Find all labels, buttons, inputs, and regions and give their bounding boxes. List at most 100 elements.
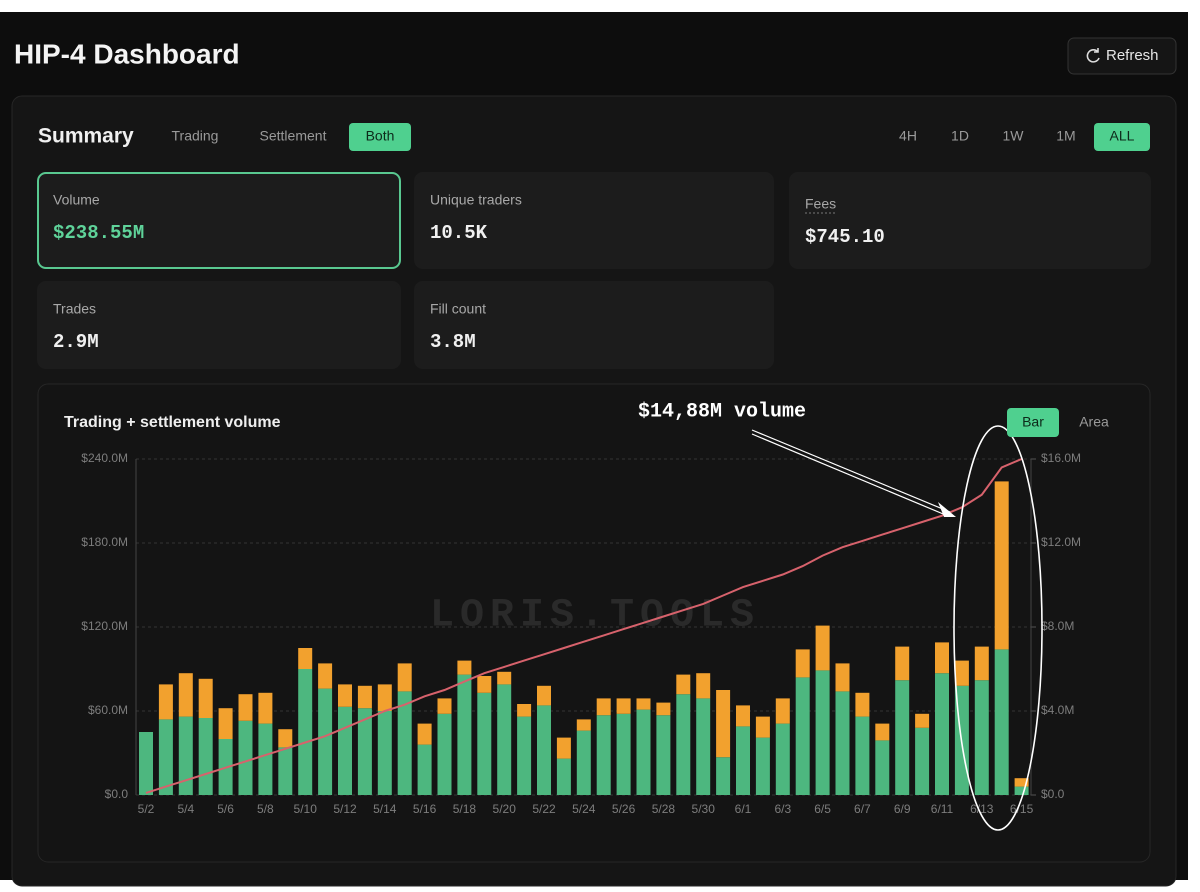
- line: [145, 458, 1022, 794]
- y2-tick-label: $16.0M: [1041, 451, 1081, 465]
- bar: [537, 685, 551, 706]
- bar: [198, 678, 213, 718]
- bar: [457, 660, 472, 675]
- bar: [616, 713, 631, 795]
- tab[interactable]: 1M: [1056, 128, 1075, 144]
- bar: [974, 680, 989, 795]
- x-tick-label: 5/2: [138, 802, 155, 816]
- refresh-label[interactable]: Refresh: [1106, 47, 1159, 64]
- bar: [895, 646, 910, 681]
- bar: [636, 709, 651, 795]
- stat-card[interactable]: [414, 281, 774, 369]
- plot: $0.0 $60.0M $120.0M $180.0M $240.0M $0.0 $4.0M…: [81, 451, 1081, 816]
- tab[interactable]: 1D: [951, 128, 969, 144]
- bar: [795, 649, 810, 678]
- tab[interactable]: Both: [366, 128, 395, 144]
- x-tick-label: 5/6: [217, 802, 234, 816]
- bar: [795, 677, 810, 795]
- bar: [477, 692, 492, 795]
- bar: [815, 670, 830, 795]
- bar: [716, 757, 731, 795]
- bar: [616, 698, 631, 714]
- tab-active-bg[interactable]: [349, 123, 411, 151]
- tab[interactable]: Trading: [172, 128, 219, 144]
- stat-value: 10.5K: [430, 222, 488, 244]
- y-tick-label: $120.0M: [81, 619, 128, 633]
- bar: [357, 685, 372, 709]
- x-tick-label: 5/24: [572, 802, 596, 816]
- summary-title: Summary: [38, 125, 134, 148]
- stat-value: $238.55M: [53, 222, 144, 244]
- bar: [994, 649, 1009, 795]
- x-tick-label: 6/3: [774, 802, 791, 816]
- bar: [954, 660, 969, 686]
- bar: [457, 674, 472, 795]
- view-toggle[interactable]: Bar: [1022, 414, 1044, 430]
- y-tick-label: $240.0M: [81, 451, 128, 465]
- stat-card[interactable]: [37, 281, 401, 369]
- x-tick-label: 6/13: [970, 802, 994, 816]
- tab[interactable]: ALL: [1110, 128, 1135, 144]
- x-tick-label: 5/20: [493, 802, 517, 816]
- x-tick-label: 5/4: [177, 802, 194, 816]
- annotation-arrowhead: [938, 502, 956, 517]
- tab[interactable]: 1W: [1003, 128, 1025, 144]
- stat-card[interactable]: [789, 172, 1151, 269]
- refresh-button[interactable]: Refresh: [1067, 37, 1177, 75]
- bar: [238, 694, 253, 721]
- bar: [278, 729, 293, 748]
- stat-label: Volume: [53, 192, 100, 208]
- stats: Volume $238.55M Unique traders 10.5K Fees $74…: [37, 172, 1151, 369]
- bar: [855, 716, 870, 795]
- bar: [736, 705, 750, 727]
- bar: [974, 646, 989, 681]
- bar: [835, 663, 850, 692]
- bar: [497, 684, 512, 795]
- bar: [935, 673, 949, 795]
- bar: [676, 674, 691, 695]
- stat-card[interactable]: [414, 172, 774, 269]
- bar: [775, 698, 790, 724]
- bar: [417, 744, 432, 795]
- bar: [397, 691, 412, 795]
- page-title: HIP-4 Dashboard: [14, 38, 240, 69]
- tab[interactable]: 4H: [899, 128, 917, 144]
- tab[interactable]: Settlement: [260, 128, 327, 144]
- bar: [835, 691, 850, 795]
- view-toggle[interactable]: Area: [1079, 414, 1109, 430]
- view-active-bg[interactable]: [1007, 408, 1059, 437]
- x-tick-label: 5/16: [413, 802, 437, 816]
- bar: [875, 723, 890, 741]
- bar: [855, 692, 870, 717]
- bar: [994, 481, 1009, 650]
- watermark: LORIS.TOOLS: [430, 594, 760, 639]
- y2-tick-label: $8.0M: [1041, 619, 1074, 633]
- stat-value: 3.8M: [430, 331, 476, 353]
- tab-active-bg[interactable]: [1094, 123, 1150, 151]
- annotation-arrow: [751, 429, 951, 517]
- bar: [178, 716, 193, 795]
- bar: [338, 706, 352, 795]
- x-tick-label: 6/5: [814, 802, 831, 816]
- x-tick-label: 5/22: [532, 802, 556, 816]
- bar: [716, 690, 731, 758]
- bar: [158, 684, 173, 720]
- bar: [139, 732, 153, 795]
- bar: [417, 723, 432, 745]
- bar: [556, 737, 571, 759]
- x-tick-label: 5/18: [453, 802, 477, 816]
- bar: [437, 713, 452, 795]
- bar: [258, 723, 273, 795]
- stat-card[interactable]: [37, 172, 401, 269]
- bar: [198, 718, 213, 795]
- bar: [377, 684, 392, 711]
- bar: [696, 673, 711, 699]
- bar: [875, 740, 890, 795]
- tabs: Trading Settlement Both 4H 1D 1W 1M ALL: [172, 123, 1150, 151]
- x-tick-label: 6/11: [931, 802, 954, 816]
- bar: [338, 684, 352, 707]
- bar: [736, 726, 750, 795]
- y2-tick-label: $4.0M: [1041, 703, 1074, 717]
- bar: [656, 715, 671, 795]
